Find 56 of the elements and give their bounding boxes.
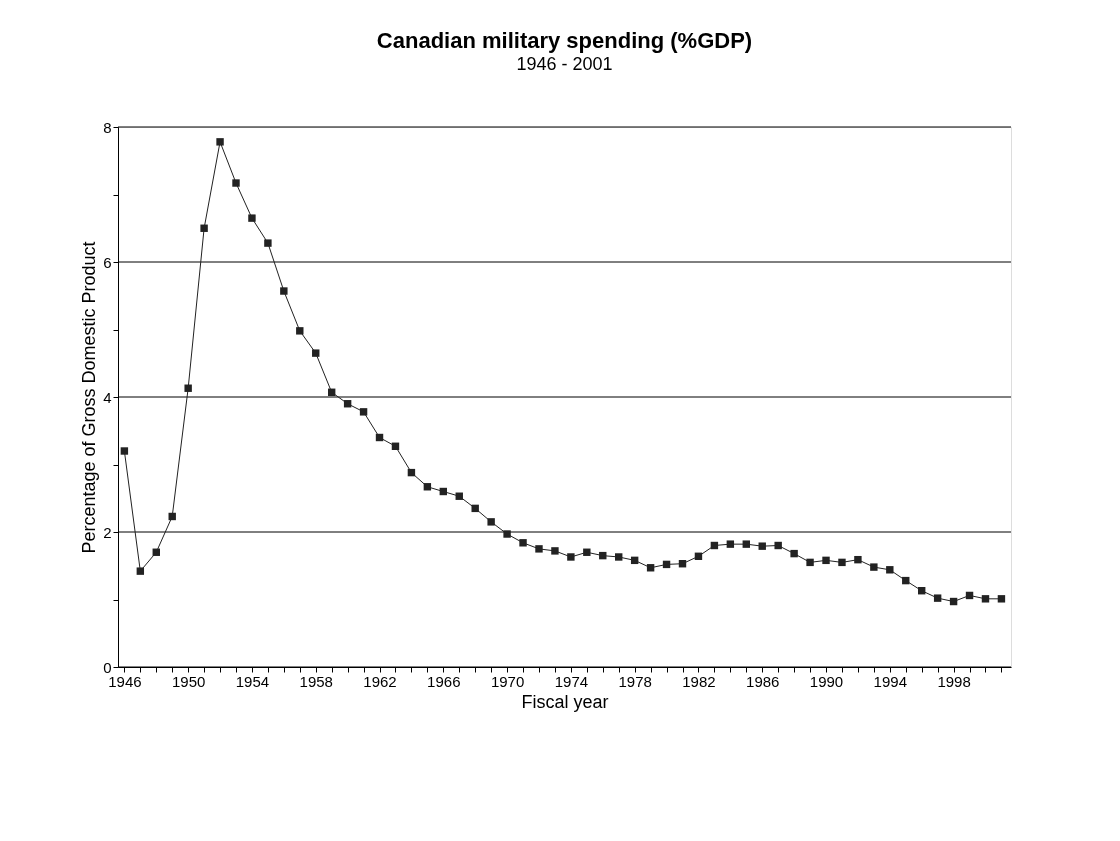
point xyxy=(487,518,495,526)
point xyxy=(551,547,559,555)
point xyxy=(248,214,256,222)
chart-subtitle: 1946 - 2001 xyxy=(516,54,613,74)
x-tick-label: 1994 xyxy=(873,672,907,690)
point xyxy=(232,179,240,187)
y-tick-label: 4 xyxy=(103,388,112,406)
point xyxy=(216,138,224,146)
point xyxy=(471,504,479,513)
point xyxy=(567,553,575,561)
point xyxy=(359,408,368,416)
x-tick-label: 1970 xyxy=(490,672,525,690)
y-axis-title: Percentage of Gross Domestic Product xyxy=(79,241,100,554)
y-tick-label: 8 xyxy=(103,118,112,136)
point xyxy=(774,541,782,550)
x-tick-label: 1966 xyxy=(427,672,461,690)
x-tick-label: 1986 xyxy=(746,672,780,690)
point xyxy=(806,558,814,567)
point xyxy=(854,555,862,564)
point xyxy=(503,530,511,538)
x-tick-label: 1950 xyxy=(171,672,206,690)
point xyxy=(535,545,543,553)
point xyxy=(200,224,208,232)
x-axis-title: Fiscal year xyxy=(521,691,609,712)
x-tick-label: 1954 xyxy=(235,672,270,690)
point xyxy=(997,595,1006,603)
point xyxy=(790,549,798,558)
point xyxy=(726,540,735,548)
point xyxy=(296,327,304,335)
point xyxy=(519,539,527,547)
point xyxy=(822,556,830,565)
point xyxy=(583,548,591,556)
point xyxy=(136,567,145,575)
point xyxy=(758,542,766,550)
x-tick-label: 1962 xyxy=(363,672,397,690)
chart-title: Canadian military spending (%GDP) xyxy=(376,28,753,53)
x-tick-label: 1978 xyxy=(618,672,652,690)
x-tick-label: 1982 xyxy=(682,672,716,690)
point xyxy=(838,558,846,567)
x-tick-label: 1998 xyxy=(937,672,971,690)
y-tick-label: 6 xyxy=(103,253,112,271)
point xyxy=(120,447,129,455)
y-tick-label: 2 xyxy=(103,523,112,541)
point xyxy=(312,349,320,357)
x-tick-label: 1990 xyxy=(809,672,844,690)
point xyxy=(615,553,623,561)
point xyxy=(280,287,288,295)
point xyxy=(886,566,894,574)
point xyxy=(981,595,990,603)
x-tick-label: 1958 xyxy=(299,672,333,690)
point xyxy=(184,384,192,392)
point xyxy=(933,594,942,602)
point xyxy=(742,540,750,548)
point xyxy=(264,239,272,247)
x-tick-label: 1974 xyxy=(554,672,589,690)
point xyxy=(870,563,878,571)
